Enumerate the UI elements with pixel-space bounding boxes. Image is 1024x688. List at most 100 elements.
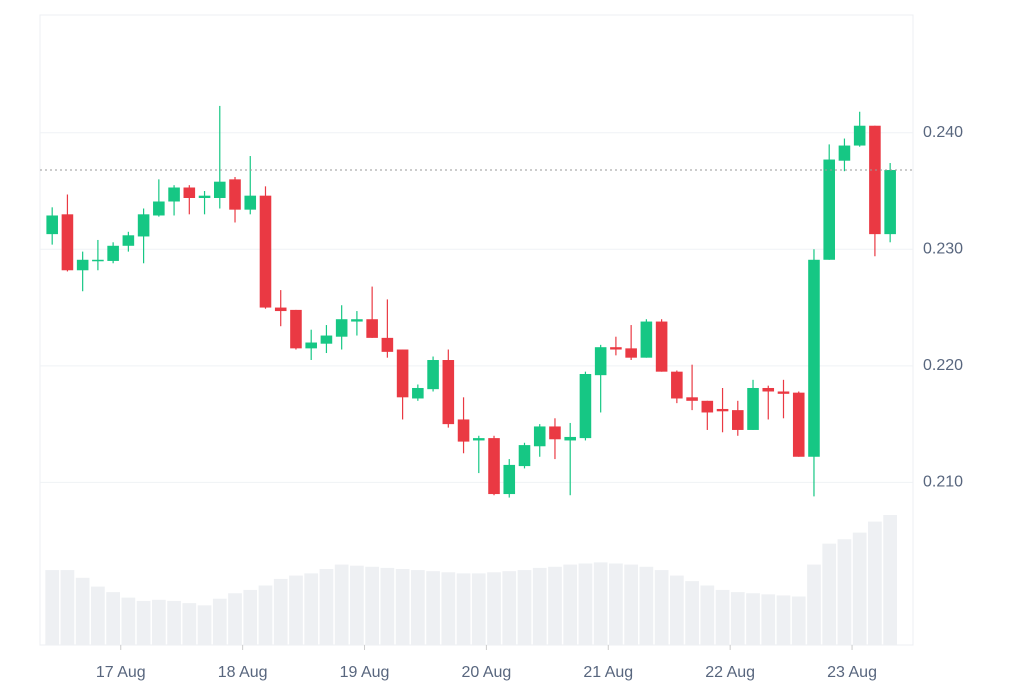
volume-bar bbox=[319, 568, 334, 645]
candle-body bbox=[853, 125, 866, 146]
x-tick-label: 23 Aug bbox=[827, 664, 877, 681]
candle-body bbox=[792, 392, 805, 457]
candle-body bbox=[396, 349, 409, 398]
volume-bar bbox=[654, 570, 669, 645]
volume-bar bbox=[258, 585, 273, 645]
candle-body bbox=[869, 125, 881, 235]
volume-bar bbox=[593, 562, 608, 645]
volume-bar bbox=[106, 592, 120, 645]
candle-body bbox=[564, 436, 576, 441]
candle-body bbox=[747, 387, 759, 430]
volume-bar bbox=[243, 589, 258, 645]
volume-bar bbox=[761, 594, 776, 645]
candle-body bbox=[442, 360, 455, 425]
y-tick-label: 0.240 bbox=[923, 124, 963, 141]
volume-bar bbox=[121, 597, 136, 645]
candle-body bbox=[46, 215, 58, 235]
volume-bar bbox=[487, 572, 501, 645]
volume-bar bbox=[471, 573, 486, 645]
volume-bar bbox=[502, 571, 517, 645]
volume-bar bbox=[609, 563, 623, 645]
candle-body bbox=[92, 259, 104, 262]
candle-body bbox=[762, 387, 775, 392]
volume-bar bbox=[837, 539, 852, 645]
candle-body bbox=[655, 321, 668, 372]
candle-body bbox=[594, 347, 607, 376]
candle-body bbox=[229, 179, 241, 210]
volume-bar bbox=[791, 596, 806, 645]
volume-bar bbox=[578, 563, 593, 645]
candle-body bbox=[137, 214, 150, 237]
volume-bar bbox=[822, 543, 837, 645]
candle-body bbox=[320, 335, 333, 344]
candle-body bbox=[610, 347, 622, 350]
volume-bar bbox=[776, 595, 791, 645]
candle-body bbox=[732, 410, 744, 430]
y-tick-label: 0.230 bbox=[923, 241, 963, 258]
candle-body bbox=[366, 319, 378, 338]
volume-bar bbox=[746, 593, 760, 645]
volume-bar bbox=[60, 570, 75, 645]
volume-bar bbox=[91, 586, 105, 645]
volume-bar bbox=[182, 603, 197, 645]
candle-body bbox=[472, 438, 485, 441]
x-tick-label: 17 Aug bbox=[96, 664, 146, 681]
x-tick-label: 22 Aug bbox=[705, 664, 755, 681]
volume-bar bbox=[852, 532, 867, 645]
volume-bar bbox=[304, 573, 319, 645]
candle-body bbox=[168, 187, 180, 202]
volume-bar bbox=[807, 564, 821, 645]
volume-bar bbox=[380, 567, 395, 645]
candle-body bbox=[777, 391, 790, 394]
candle-body bbox=[671, 371, 683, 399]
candle-body bbox=[838, 145, 851, 161]
x-tick-label: 19 Aug bbox=[340, 664, 390, 681]
candle-body bbox=[274, 307, 287, 312]
candle-body bbox=[701, 400, 714, 413]
volume-bar bbox=[75, 577, 90, 645]
candle-body bbox=[518, 445, 531, 467]
candle-body bbox=[488, 438, 500, 495]
volume-bar bbox=[883, 515, 898, 645]
volume-bar bbox=[136, 600, 151, 645]
volume-bar bbox=[426, 571, 440, 645]
candle-body bbox=[198, 195, 211, 198]
volume-bar bbox=[334, 564, 349, 645]
candle-body bbox=[305, 342, 317, 349]
candle-body bbox=[335, 319, 348, 337]
y-tick-label: 0.220 bbox=[923, 357, 963, 374]
volume-bar bbox=[395, 568, 410, 645]
candle-body bbox=[183, 187, 196, 198]
volume-bar bbox=[167, 600, 181, 645]
volume-bar bbox=[365, 566, 379, 645]
volume-bar bbox=[197, 605, 212, 645]
volume-bar bbox=[639, 566, 654, 645]
volume-bar bbox=[441, 572, 456, 645]
candle-body bbox=[213, 181, 226, 198]
volume-bar bbox=[532, 567, 547, 645]
volume-bar bbox=[715, 589, 730, 645]
volume-bar bbox=[151, 599, 166, 645]
candle-body bbox=[823, 159, 835, 260]
candle-body bbox=[61, 214, 74, 271]
volume-bar bbox=[350, 565, 364, 645]
volume-bar bbox=[563, 564, 578, 645]
volume-bar bbox=[456, 573, 471, 645]
volume-bar bbox=[212, 598, 227, 645]
x-tick-label: 18 Aug bbox=[218, 664, 268, 681]
candle-body bbox=[259, 195, 272, 308]
candle-body bbox=[122, 235, 135, 246]
candle-body bbox=[686, 397, 698, 401]
candle-body bbox=[549, 426, 561, 440]
candle-body bbox=[457, 419, 470, 442]
volume-bar bbox=[517, 570, 532, 645]
volume-bar bbox=[730, 592, 745, 645]
candle-body bbox=[625, 348, 637, 358]
candle-body bbox=[76, 259, 89, 271]
candle-body bbox=[503, 464, 516, 495]
candle-body bbox=[579, 374, 592, 439]
candle-body bbox=[290, 309, 302, 349]
volume-bar bbox=[700, 585, 715, 645]
volume-bar bbox=[685, 581, 699, 645]
